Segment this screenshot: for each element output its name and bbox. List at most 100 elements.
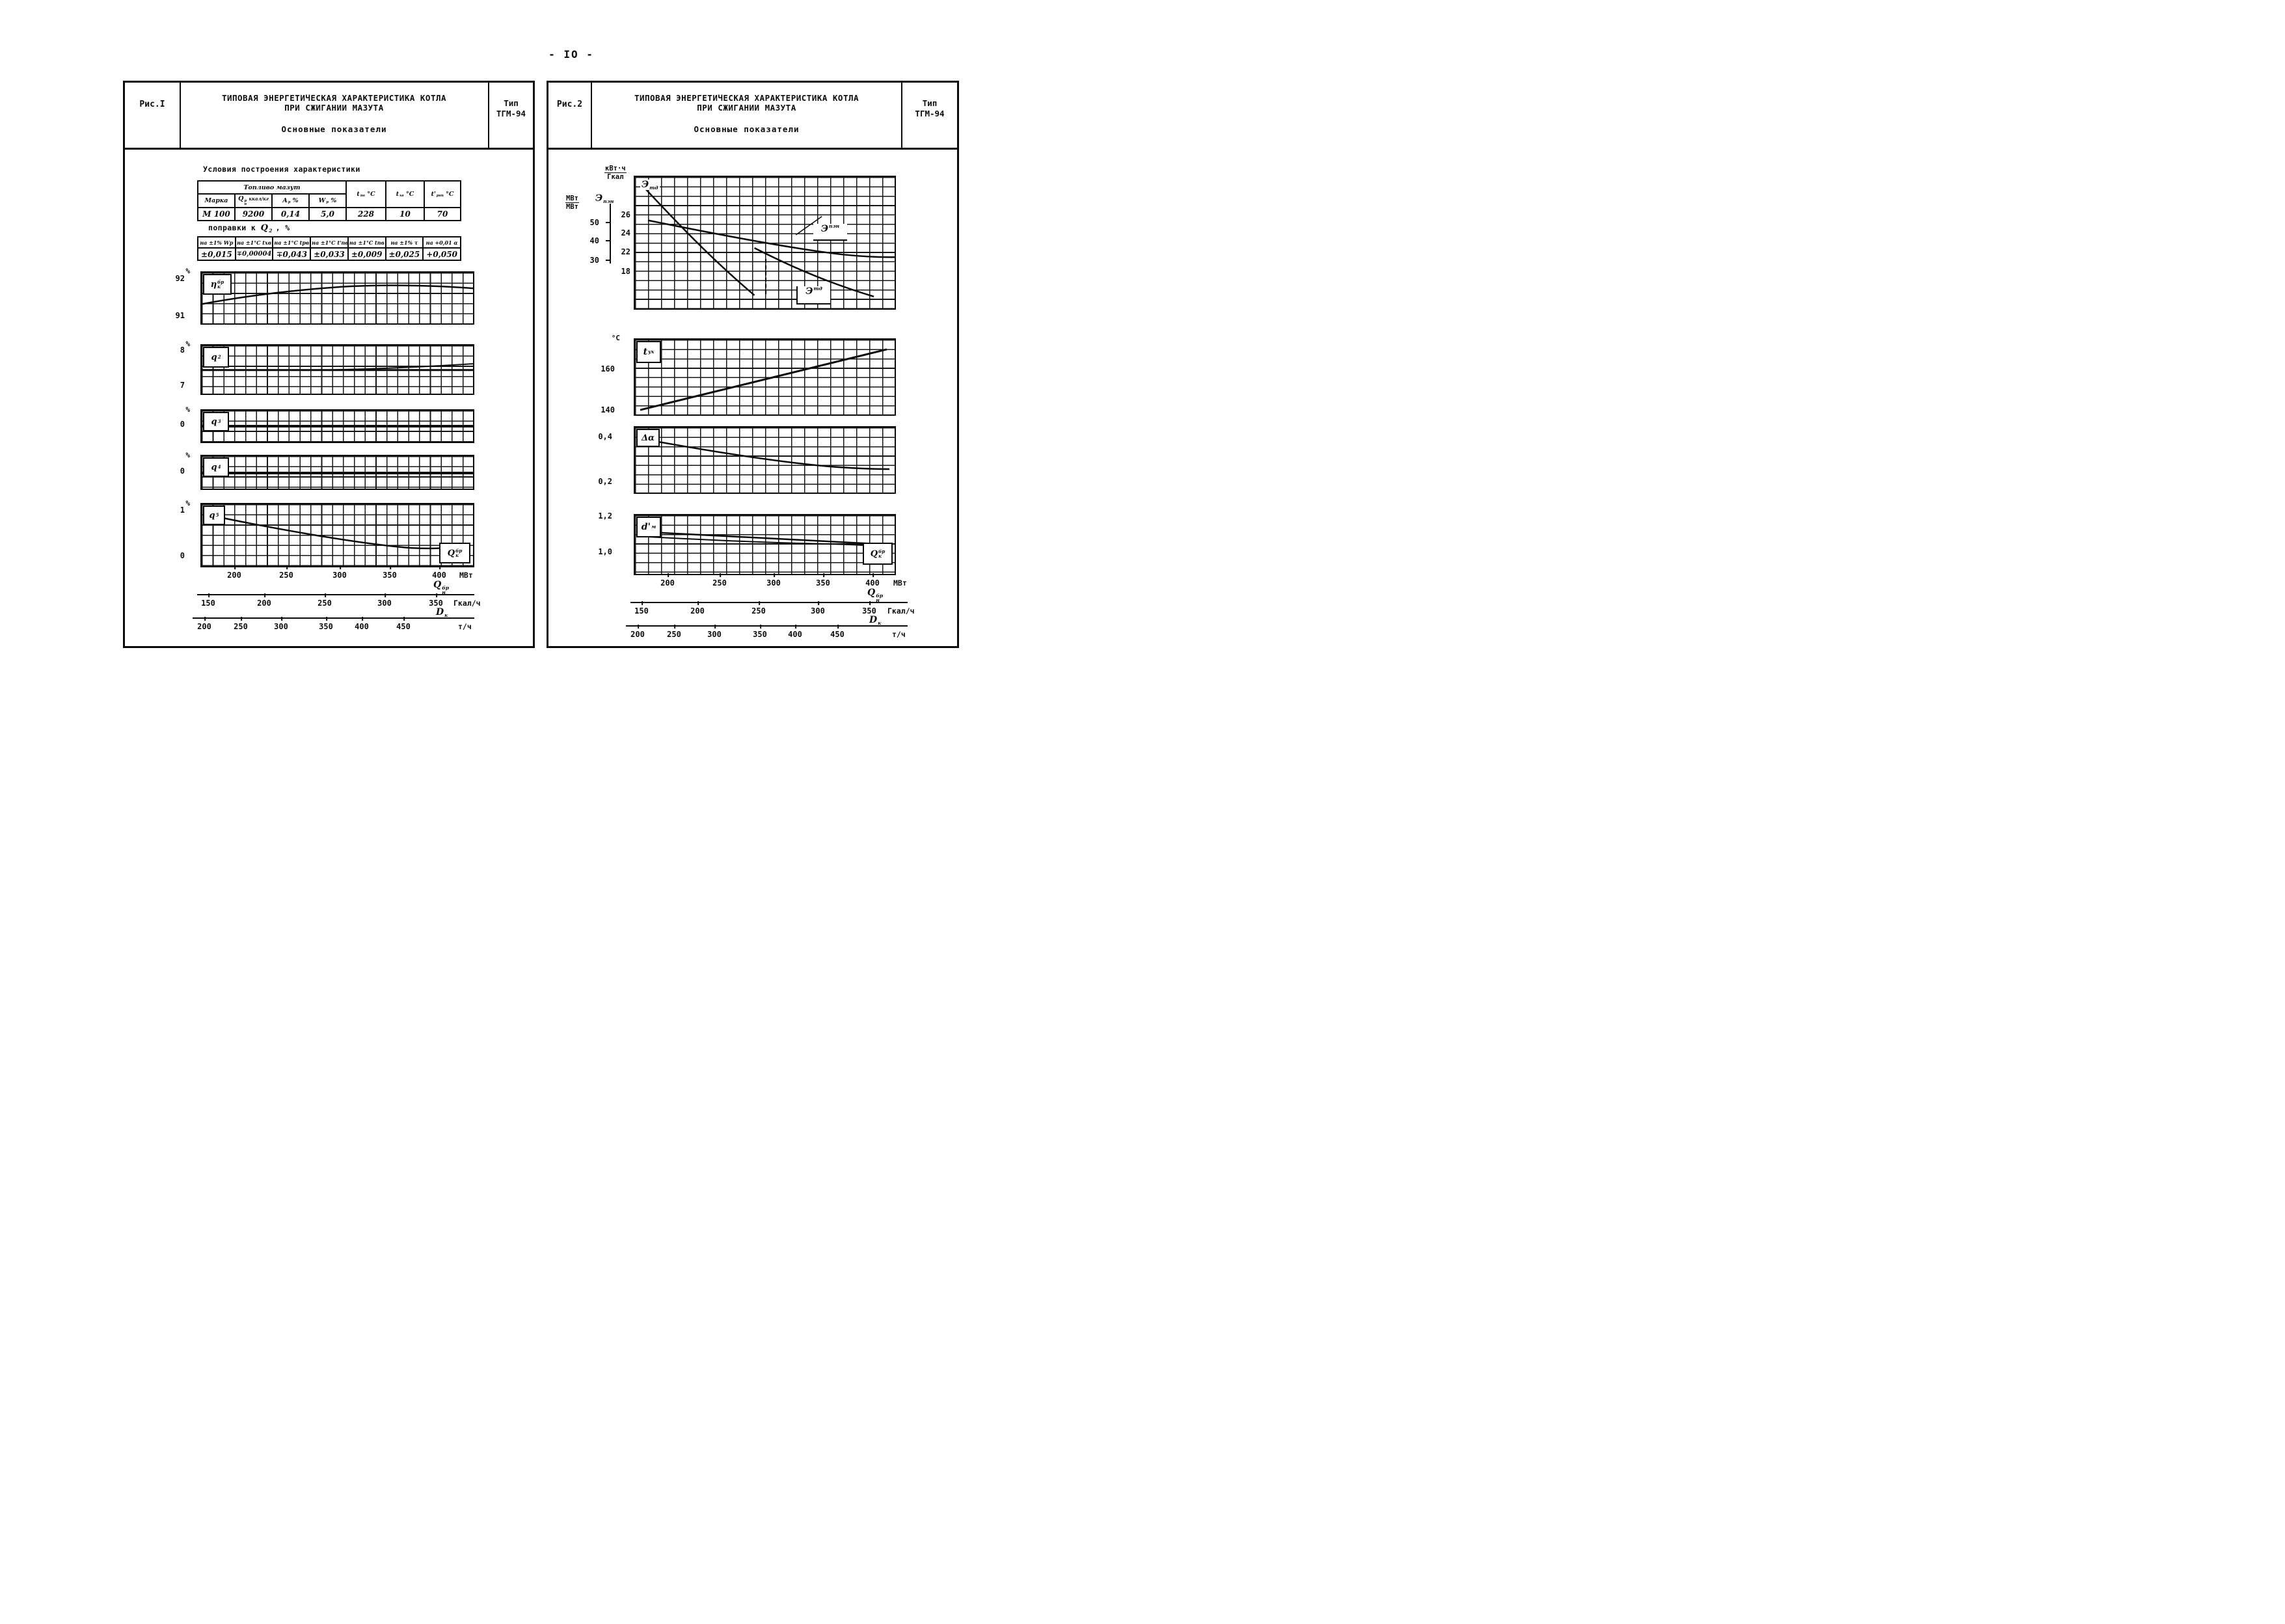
chart-dalpha-grid: Δα: [634, 426, 896, 494]
thv-value: 10: [385, 207, 425, 222]
etd-tick-26: 26: [621, 210, 630, 219]
page-number: - IO -: [548, 48, 594, 61]
figure-1-type-cell: Тип ТГМ-94: [488, 83, 533, 148]
dm-curves: [635, 515, 895, 574]
corrections-table: на ±1% Wр на ±1°С tхв на ±1°С tрв на ±1°…: [197, 236, 461, 261]
q4-curve: [202, 456, 473, 489]
ax3-tick: 200: [197, 617, 211, 631]
q3-tick-0: 0: [180, 420, 185, 429]
figure-2-label-cell: Рис.2: [548, 83, 592, 148]
ax2-tick: 250: [751, 601, 766, 616]
boiler-type-word: Тип: [504, 98, 519, 108]
figure-1-panel: Рис.I ТИПОВАЯ ЭНЕРГЕТИЧЕСКАЯ ХАРАКТЕРИСТ…: [123, 81, 535, 648]
boiler-type-value: ТГМ-94: [915, 108, 945, 118]
boiler-type-word: Тип: [922, 98, 938, 108]
figure-2-type-cell: Тип ТГМ-94: [901, 83, 957, 148]
fuel-q-value: 9200: [234, 207, 273, 222]
ax3-tick: 350: [319, 617, 333, 631]
epen-scale-tick: [606, 222, 611, 223]
dalpha-label-box: Δα: [636, 429, 660, 447]
etd-dashed-guide: [765, 259, 766, 294]
ax1-tick: 250: [279, 565, 293, 580]
ax1-tick: 400: [432, 565, 446, 580]
etd-axis-unit-fraction: кВт·ч Гкал: [604, 165, 627, 182]
ax3-tick: 350: [753, 625, 767, 639]
figure-1-subtitle: Основные показатели: [281, 124, 387, 134]
figure-2-subtitle: Основные показатели: [694, 124, 800, 134]
ax2-tick: 300: [811, 601, 825, 616]
corr-value: +0,050: [422, 247, 461, 261]
tux-label-box: t ух: [636, 341, 661, 363]
tux-tick-140: 140: [601, 405, 615, 414]
dm-label-box: d' м: [636, 517, 661, 537]
ax3-tick: 450: [830, 625, 845, 639]
ax3-tick: 250: [667, 625, 681, 639]
ax1-unit: МВт: [893, 578, 907, 588]
col-marka: Марка: [197, 193, 236, 209]
fuel-ash-value: 0,14: [271, 207, 310, 222]
dalpha-tick-02: 0,2: [598, 477, 612, 486]
ax2-tick: 200: [690, 601, 705, 616]
figure-1-label-cell: Рис.I: [125, 83, 181, 148]
tux-axis-unit: °С: [611, 334, 620, 342]
scanned-document-page: - IO - Рис.I ТИПОВАЯ ЭНЕРГЕТИЧЕСКАЯ ХАРА…: [0, 0, 1142, 812]
tux-tick-160: 160: [601, 364, 615, 373]
fuel-group-header: Топливо мазут: [197, 180, 347, 195]
figure-2-panel: Рис.2 ТИПОВАЯ ЭНЕРГЕТИЧЕСКАЯ ХАРАКТЕРИСТ…: [547, 81, 959, 648]
col-trvp: t' рвп °С: [424, 180, 461, 209]
corr-value: ±0,033: [310, 247, 349, 261]
corr-header: на ±1% τ: [385, 236, 424, 249]
q5-axis-unit: %: [185, 499, 190, 508]
ax2-unit: Гкал/ч: [887, 606, 915, 616]
figure-2-title: ТИПОВАЯ ЭНЕРГЕТИЧЕСКАЯ ХАРАКТЕРИСТИКА КО…: [592, 83, 901, 148]
epen-axis-unit-fraction: МВт МВт: [565, 195, 579, 211]
ax2-tick: 200: [257, 593, 271, 608]
ax2-tick: 150: [201, 593, 215, 608]
ax3-tick: 200: [630, 625, 645, 639]
q2-tick-7: 7: [180, 381, 185, 390]
ax1-tick: 250: [712, 573, 727, 588]
eta-axis-unit: %: [185, 267, 190, 275]
ax3-unit: т/ч: [458, 622, 472, 631]
corr-header: на ±1°С tхв: [234, 236, 274, 249]
figure-2-label: Рис.2: [556, 100, 583, 109]
figure-2-title-line2: ПРИ СЖИГАНИИ МАЗУТА: [697, 103, 796, 113]
figure-1-label: Рис.I: [139, 100, 165, 109]
ax3-unit: т/ч: [892, 630, 906, 639]
eta-tick-92: 92: [175, 274, 185, 283]
q2-axis-unit: %: [185, 340, 190, 348]
boiler-type-value: ТГМ-94: [496, 108, 526, 118]
ax3-tick: 450: [396, 617, 411, 631]
chart-eta-grid: η бр к: [200, 271, 474, 325]
col-thv: t хв °С: [385, 180, 425, 209]
epen-scale-30: 30: [589, 256, 599, 265]
eta-curve: [202, 273, 473, 323]
q5-curve: [202, 504, 473, 566]
ax3-tick: 300: [707, 625, 722, 639]
dm-tick-10: 1,0: [598, 547, 612, 556]
figure-1-title-line1: ТИПОВАЯ ЭНЕРГЕТИЧЕСКАЯ ХАРАКТЕРИСТИКА КО…: [221, 93, 447, 103]
chart-tux-grid: t ух: [634, 338, 896, 416]
q2-curve: [202, 345, 473, 394]
fuel-marka-value: М 100: [197, 207, 236, 222]
ax2-tick: 250: [318, 593, 332, 608]
fuel-water-value: 5,0: [308, 207, 347, 222]
